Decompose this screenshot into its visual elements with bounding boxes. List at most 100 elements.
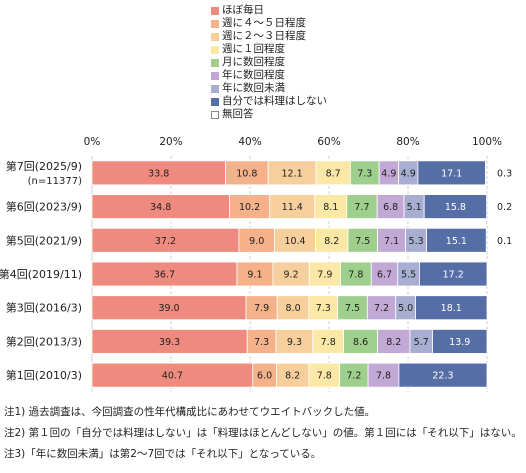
bar-segment [314,194,348,219]
bar-segment [340,261,372,287]
data-label: 7.8 [376,371,391,382]
legend-label: 年に数回程度 [222,69,285,81]
bar-segment [347,227,378,253]
bar-segment [366,295,397,321]
data-label: 5.3 [409,236,424,247]
data-label: 7.8 [317,371,332,382]
data-label: 10.8 [236,168,257,179]
bar-segment [337,295,368,321]
bar-segment [398,362,488,388]
data-label: 10.4 [284,236,305,247]
legend-item: 月に数回程度 [211,56,327,69]
data-label: 0.3 [497,168,512,179]
legend-swatch [211,84,219,93]
data-label: 7.3 [316,303,331,314]
y-category-label: 第6回(2023/9) [6,200,82,214]
legend-swatch [211,19,219,28]
legend-swatch [211,58,219,67]
bar-segment [267,160,317,186]
data-label: 9.1 [247,270,262,281]
note-3: 注3)「年に数回未満」は第2～7回では「それ以下」となっている。 [4,448,322,460]
data-label: 5.1 [407,202,422,213]
x-tick-label: 40% [238,136,261,148]
x-tick-label: 100% [472,136,502,148]
bar-segment [417,160,486,186]
data-label: 7.9 [254,303,269,314]
y-category-label: 第2回(2013/3) [6,334,82,348]
y-category-sublabel: (n=11377) [28,176,82,187]
legend-label: 週に２～３日程度 [222,30,306,42]
bar-segment [367,362,400,388]
data-label: 17.2 [443,270,464,281]
data-label: 7.8 [321,337,336,348]
bar-segment [315,227,349,253]
data-label: 8.0 [286,303,301,314]
x-tick-label: 20% [159,136,182,148]
bar-segment [91,362,254,388]
data-label: 36.7 [154,270,175,281]
data-label: 7.5 [345,303,360,314]
legend-swatch [211,71,219,80]
legend-label: 無回答 [222,108,254,120]
bar-segment [91,295,247,321]
legend-item: 自分では料理はしない [211,95,327,108]
data-label: 7.3 [357,168,372,179]
legend-item: 年に数回程度 [211,69,327,82]
bar-segment [238,227,275,253]
bar-segment [269,194,316,219]
data-label: 39.0 [158,303,179,314]
data-label: 7.8 [348,270,363,281]
data-label: 13.9 [449,337,470,348]
data-label: 8.6 [353,337,368,348]
data-label: 15.1 [446,236,467,247]
bar-segment [426,227,487,253]
data-label: 7.7 [354,202,369,213]
legend: ほぼ毎日 週に４～５日程度 週に２～３日程度 週に１回程度 月に数回程度 年に数回程度 年に… [211,4,327,121]
bar-segment [225,160,269,186]
data-label: 6.8 [383,202,398,213]
bar-segment [419,261,488,287]
data-label: 7.1 [384,236,399,247]
y-category-label: 第3回(2016/3) [6,301,82,315]
bar-segment [276,295,310,321]
data-label: 34.8 [150,202,171,213]
bar-segment [272,261,310,287]
data-label: 12.1 [281,168,302,179]
legend-item: 週に２～３日程度 [211,30,327,43]
data-label: 39.3 [159,337,180,348]
legend-swatch [211,45,219,54]
data-label: 8.7 [326,168,341,179]
bar-segment [246,329,277,354]
legend-swatch [211,97,219,106]
bar-segment [91,329,248,354]
data-label: 11.4 [282,202,303,213]
data-label: 10.2 [239,202,260,213]
legend-item: 週に４～５日程度 [211,17,327,30]
legend-label: ほぼ毎日 [222,4,264,16]
data-label: 5.5 [401,270,416,281]
data-label: 17.1 [441,168,462,179]
legend-item: 週に１回程度 [211,43,327,56]
data-label: 7.9 [317,270,332,281]
data-label: 6.0 [257,371,272,382]
bar-segment [349,160,380,186]
data-label: 7.5 [355,236,370,247]
data-label: 18.1 [441,303,462,314]
data-label: 9.0 [249,236,264,247]
data-label: 6.7 [377,270,392,281]
bar-segment [308,362,341,388]
bar-segment [315,160,351,186]
data-label: 7.2 [346,371,361,382]
note-1: 注1) 過去調査は、今回調査の性年代構成比にあわせてウエイトバックした値。 [4,406,376,418]
data-label: 8.1 [323,202,338,213]
bar-segment [377,227,407,253]
bar-segment [308,295,339,321]
y-category-label: 第7回(2025/9) [6,159,82,173]
data-label: 5.7 [414,337,429,348]
y-category-label: 第5回(2021/9) [6,233,82,247]
data-label: 9.2 [284,270,299,281]
bar-segment [339,362,369,388]
bar-segment [346,194,378,219]
data-label: 8.2 [285,371,300,382]
bar-segment [91,261,238,287]
